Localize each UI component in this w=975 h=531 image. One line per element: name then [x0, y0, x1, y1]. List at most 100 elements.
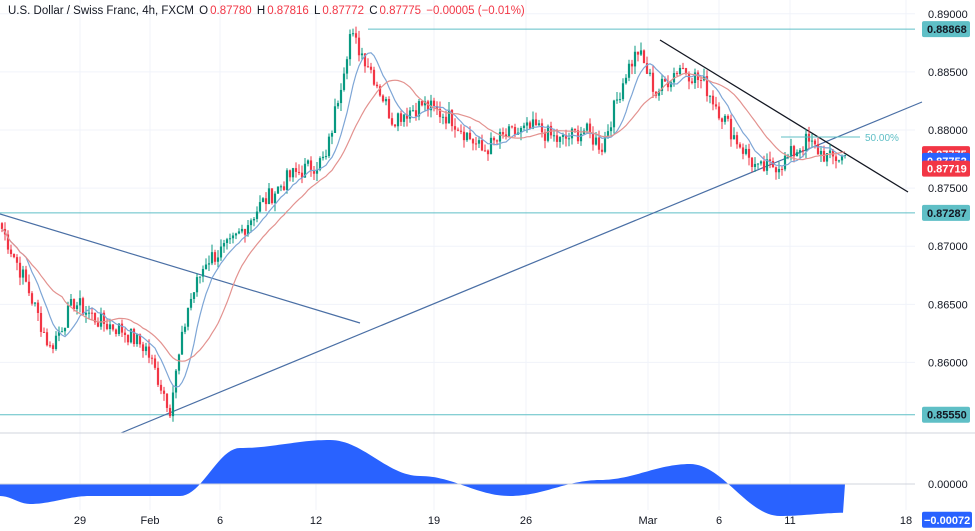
- candle-body: [144, 346, 148, 352]
- candle-body: [804, 133, 808, 151]
- candle-body: [336, 103, 340, 107]
- candle-body: [279, 186, 283, 188]
- candle-body: [75, 305, 79, 310]
- candle-body: [393, 124, 397, 127]
- candle-body: [705, 76, 709, 97]
- candle-body: [396, 113, 400, 127]
- candle-body: [219, 246, 223, 258]
- candle-body: [507, 126, 511, 137]
- candle-body: [444, 116, 448, 124]
- candle-body: [288, 170, 292, 178]
- candle-body: [555, 135, 559, 142]
- candle-body: [21, 269, 25, 278]
- candle-body: [240, 228, 244, 232]
- candle-body: [204, 264, 208, 270]
- candle-body: [615, 99, 619, 101]
- candle-body: [450, 109, 454, 127]
- candle-body: [594, 137, 598, 145]
- candle-body: [216, 257, 220, 262]
- x-tick-label: 19: [428, 515, 440, 527]
- candle-body: [12, 254, 16, 258]
- candle-body: [765, 159, 769, 171]
- candle-body: [489, 137, 493, 155]
- candle-body: [342, 73, 346, 90]
- candle-body: [207, 263, 211, 265]
- candle-body: [564, 134, 568, 139]
- candle-body: [63, 327, 67, 332]
- candle-body: [750, 157, 754, 167]
- candle-body: [42, 331, 46, 333]
- price-label-box: [922, 21, 970, 38]
- candle-body: [492, 137, 496, 141]
- candle-body: [195, 277, 199, 293]
- candle-body: [135, 334, 139, 345]
- candle-body: [741, 147, 745, 154]
- candle-body: [162, 390, 166, 394]
- candle-body: [438, 108, 442, 118]
- candle-body: [807, 133, 811, 142]
- candle-body: [90, 312, 94, 314]
- candle-body: [744, 148, 748, 154]
- candle-body: [639, 50, 643, 55]
- y-tick-label: 0.89000: [928, 9, 968, 21]
- y-tick-label: 0.86000: [928, 357, 968, 369]
- candle-body: [579, 133, 583, 142]
- candle-body: [153, 358, 157, 368]
- candle-body: [411, 110, 415, 112]
- candle-body: [714, 104, 718, 107]
- candle-body: [222, 243, 226, 247]
- candle-body: [210, 252, 214, 264]
- candle-body: [486, 150, 490, 155]
- candle-body: [504, 134, 508, 137]
- candle-body: [699, 79, 703, 81]
- candle-body: [0, 223, 4, 229]
- candle-body: [318, 158, 322, 170]
- candle-body: [510, 126, 514, 128]
- candle-body: [603, 136, 607, 152]
- candle-body: [249, 220, 253, 226]
- candle-body: [129, 328, 133, 343]
- candle-body: [18, 262, 22, 278]
- candle-body: [684, 68, 688, 74]
- fast-moving-average-line: [1, 52, 845, 388]
- candle-body: [768, 159, 772, 161]
- candle-body: [642, 50, 646, 64]
- candle-body: [570, 128, 574, 139]
- candle-body: [606, 131, 610, 137]
- resistance-trend-line: [659, 39, 909, 193]
- candle-body: [738, 144, 742, 148]
- candle-body: [417, 101, 421, 117]
- candle-body: [252, 218, 256, 221]
- candle-body: [93, 312, 97, 323]
- candle-body: [678, 67, 682, 75]
- candle-body: [459, 130, 463, 132]
- symbol-header: U.S. Dollar / Swiss Franc, 4h, FXCM O 0.8…: [8, 5, 527, 17]
- candle-body: [630, 63, 634, 67]
- oscillator-area: [0, 440, 845, 516]
- candle-body: [657, 91, 661, 96]
- candle-body: [174, 370, 178, 393]
- candle-body: [321, 156, 325, 159]
- candle-body: [534, 119, 538, 126]
- fib-marker: 50.00%: [781, 133, 899, 144]
- price-label-value: 0.85550: [927, 410, 967, 422]
- candle-body: [324, 156, 328, 158]
- candle-body: [420, 101, 424, 106]
- candle-body: [666, 81, 670, 88]
- candle-body: [810, 140, 814, 142]
- candle-body: [327, 136, 331, 157]
- candle-body: [267, 188, 271, 205]
- candle-body: [525, 122, 529, 126]
- change-value: −0.00005 (−0.01%): [426, 5, 525, 17]
- candle-body: [294, 168, 298, 172]
- candle-body: [33, 302, 37, 304]
- candle-body: [558, 136, 562, 142]
- candle-body: [165, 393, 169, 408]
- candle-body: [132, 328, 136, 345]
- candle-body: [834, 156, 838, 161]
- candle-body: [726, 115, 730, 119]
- candle-body: [813, 140, 817, 145]
- candle-body: [498, 132, 502, 142]
- candle-body: [105, 323, 109, 330]
